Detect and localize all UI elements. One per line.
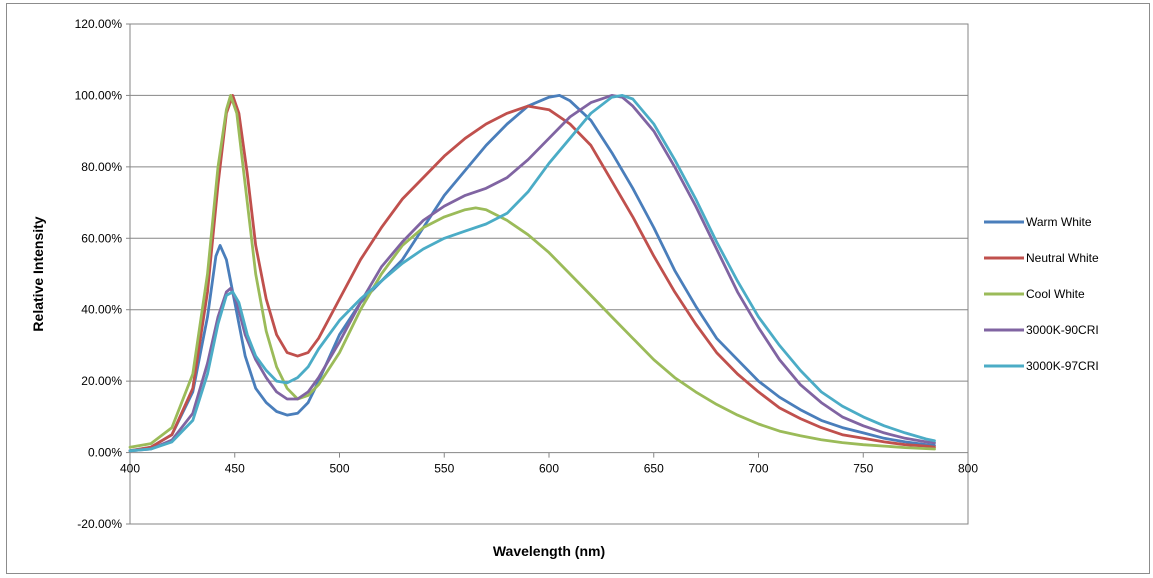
y-tick-label: 0.00% — [88, 446, 122, 460]
legend-label: Warm White — [1026, 215, 1092, 229]
series-line-3000k-97cri — [128, 94, 936, 453]
y-tick-label: 20.00% — [81, 374, 122, 388]
legend-label: 3000K-97CRI — [1026, 359, 1099, 373]
y-tick-label: 40.00% — [81, 303, 122, 317]
y-tick-label: -20.00% — [77, 517, 122, 531]
y-tick-label: 80.00% — [81, 160, 122, 174]
legend: Warm White Neutral White Cool White 3000K-9… — [984, 215, 1099, 373]
x-tick-label: 600 — [539, 462, 559, 476]
x-tick-label: 550 — [434, 462, 454, 476]
series-lines — [128, 94, 936, 453]
x-tick-label: 400 — [120, 462, 140, 476]
chart-frame: -20.00% 0.00% 20.00% 40.00% 60.00% 80.00% 100.… — [6, 3, 1150, 574]
x-tick-label: 500 — [329, 462, 349, 476]
series-line-cool-white — [128, 94, 936, 451]
x-tick-label: 750 — [853, 462, 873, 476]
x-tick-label: 450 — [225, 462, 245, 476]
x-axis-tick-labels: 400 450 500 550 600 650 700 750 800 — [120, 452, 978, 476]
series-line-neutral-white — [128, 94, 936, 453]
y-tick-label: 100.00% — [75, 88, 123, 102]
legend-label: Cool White — [1026, 287, 1085, 301]
line-chart: -20.00% 0.00% 20.00% 40.00% 60.00% 80.00% 100.… — [30, 17, 1099, 559]
y-tick-label: 60.00% — [81, 231, 122, 245]
y-axis-tick-labels: -20.00% 0.00% 20.00% 40.00% 60.00% 80.00% 100.… — [75, 17, 130, 531]
y-axis-title: Relative Intensity — [30, 216, 46, 331]
x-tick-label: 800 — [958, 462, 978, 476]
x-axis-title: Wavelength (nm) — [493, 543, 605, 559]
x-tick-label: 700 — [748, 462, 768, 476]
y-tick-label: 120.00% — [75, 17, 123, 31]
legend-label: 3000K-90CRI — [1026, 323, 1099, 337]
series-line-3000k-90cri — [128, 94, 936, 453]
x-tick-label: 650 — [644, 462, 664, 476]
legend-label: Neutral White — [1026, 251, 1099, 265]
